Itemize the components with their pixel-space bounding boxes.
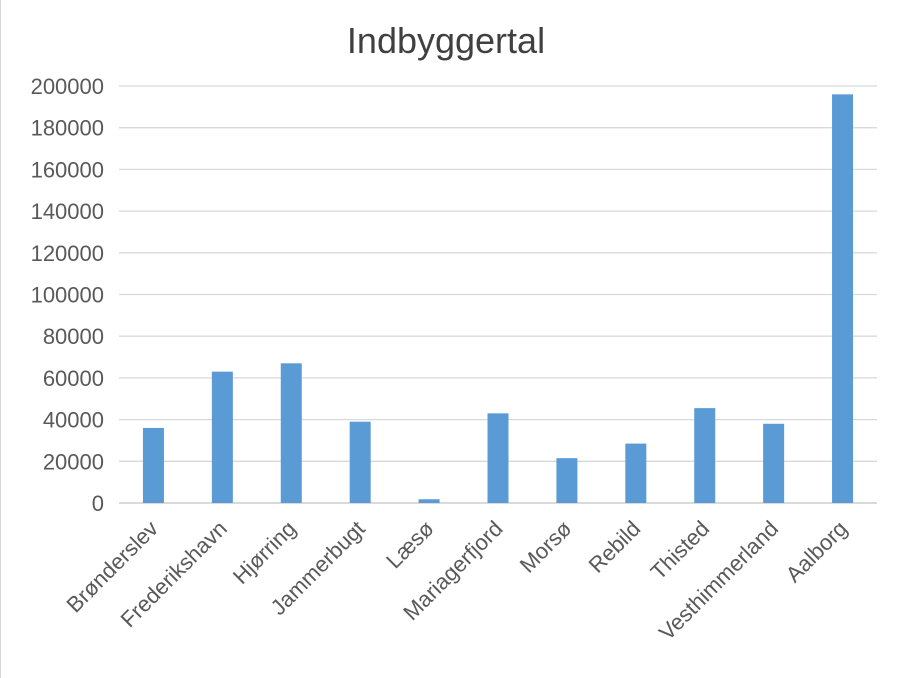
bar-aalborg (832, 94, 854, 503)
x-tick-label: Morsø (515, 516, 577, 578)
bar-rebild (625, 443, 647, 503)
bar-frederikshavn (211, 371, 233, 503)
y-tick-label: 180000 (31, 116, 104, 141)
x-tick-label: Thisted (646, 516, 715, 585)
y-tick-label: 0 (92, 491, 104, 516)
x-tick-label: Aalborg (781, 516, 852, 587)
y-tick-label: 60000 (43, 366, 104, 391)
y-tick-label: 120000 (31, 241, 104, 266)
bar-hjørring (280, 363, 302, 503)
bar-thisted (694, 408, 716, 503)
x-tick-label: Rebild (584, 516, 646, 578)
bars (142, 94, 854, 503)
bar-morsø (556, 458, 578, 503)
x-axis-tick-labels: BrønderslevFrederikshavnHjørringJammerbu… (61, 516, 852, 645)
bar-brønderslev (142, 427, 164, 503)
bar-jammerbugt (349, 421, 371, 503)
bar-mariagerfjord (487, 413, 509, 503)
y-tick-label: 200000 (31, 74, 104, 99)
y-tick-label: 160000 (31, 157, 104, 182)
y-tick-label: 100000 (31, 283, 104, 308)
y-axis-tick-labels: 0 20000 40000 60000 80000 100000 120000 140000 1… (31, 74, 104, 516)
bar-vesthimmerland (763, 423, 785, 503)
x-tick-label: Vesthimmerland (654, 516, 783, 645)
chart-title: Indbyggertal (346, 20, 546, 61)
y-tick-label: 20000 (43, 449, 104, 474)
y-tick-label: 80000 (43, 324, 104, 349)
y-tick-label: 40000 (43, 408, 104, 433)
y-tick-label: 140000 (31, 199, 104, 224)
bar-læsø (418, 499, 440, 503)
x-tick-label: Læsø (381, 516, 438, 573)
